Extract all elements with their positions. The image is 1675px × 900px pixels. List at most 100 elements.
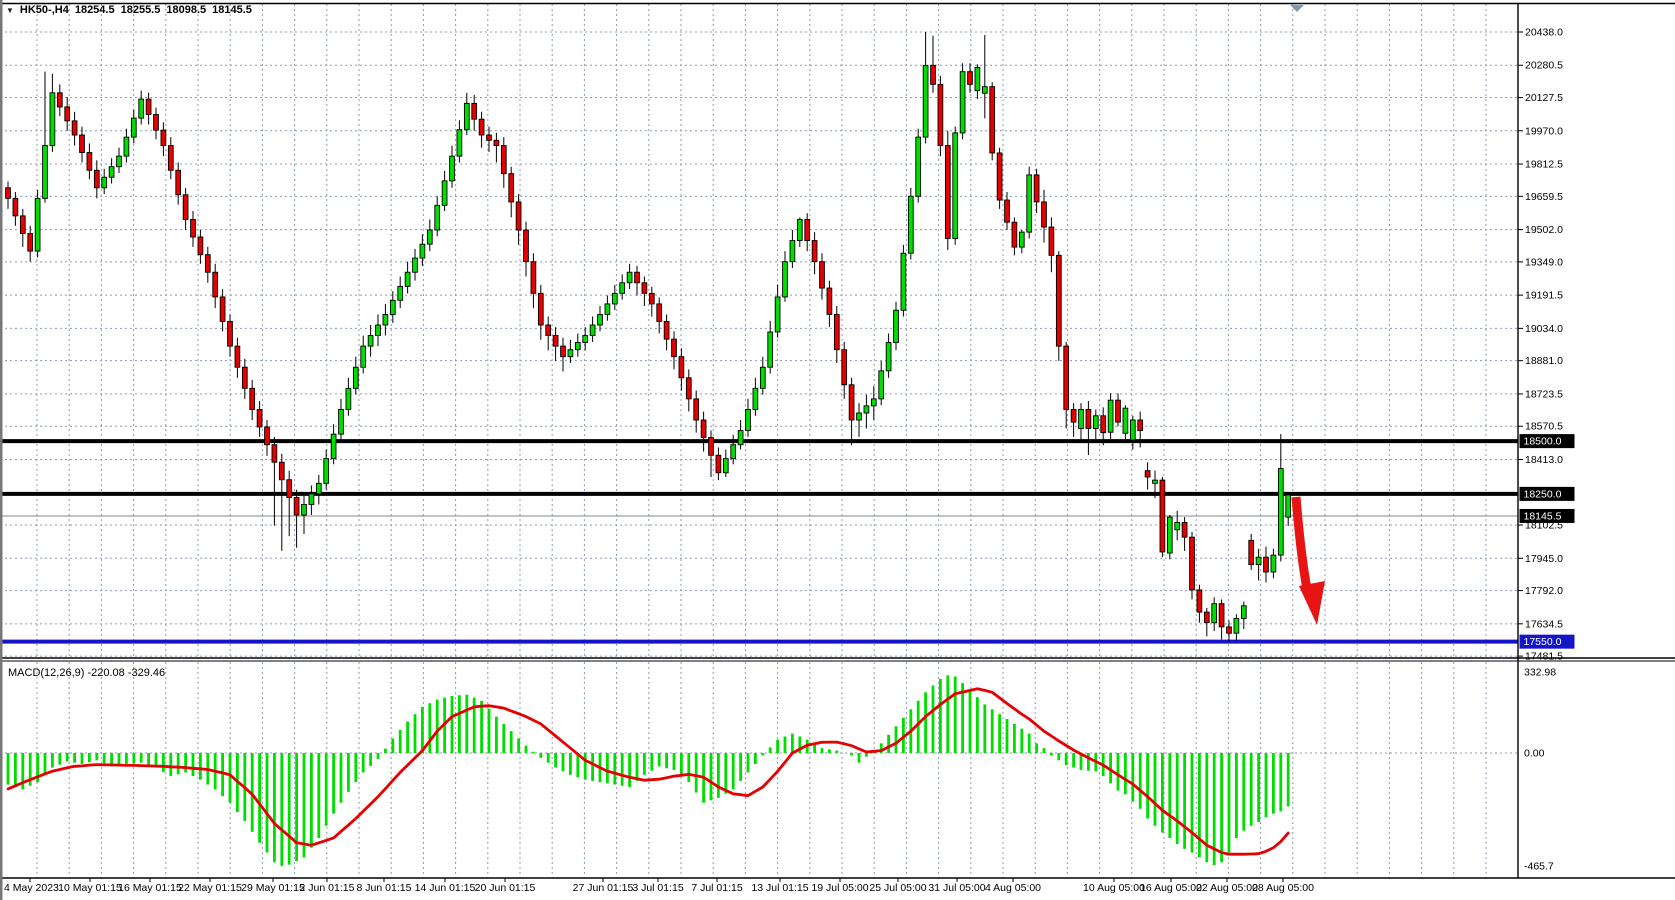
candle[interactable] (782, 261, 788, 298)
candle[interactable] (944, 145, 951, 239)
candle[interactable] (360, 345, 367, 368)
candle[interactable] (1122, 407, 1129, 434)
candle[interactable] (730, 444, 737, 460)
candle[interactable] (752, 387, 759, 410)
candle[interactable] (123, 136, 130, 157)
candle[interactable] (819, 261, 825, 289)
candle[interactable] (42, 145, 48, 199)
candle[interactable] (1218, 603, 1225, 628)
candle[interactable] (352, 366, 359, 389)
candle[interactable] (796, 219, 803, 242)
candle[interactable] (634, 271, 640, 284)
candle[interactable] (1263, 556, 1269, 573)
candle[interactable] (1203, 611, 1210, 624)
candle[interactable] (878, 370, 885, 400)
candle[interactable] (1070, 408, 1077, 423)
candle[interactable] (1085, 408, 1092, 429)
candle[interactable] (560, 345, 566, 358)
candle[interactable] (1285, 494, 1292, 518)
candle[interactable] (523, 229, 529, 263)
candle[interactable] (841, 349, 848, 386)
candle[interactable] (249, 387, 256, 410)
candle[interactable] (389, 299, 396, 315)
candle[interactable] (582, 335, 589, 343)
candle[interactable] (759, 366, 766, 389)
candle[interactable] (182, 194, 189, 220)
candle[interactable] (486, 134, 492, 141)
chart-shift-marker-icon[interactable] (1290, 5, 1304, 12)
candle[interactable] (204, 254, 211, 273)
candle[interactable] (426, 229, 433, 245)
candle[interactable] (56, 92, 63, 108)
candle[interactable] (1004, 199, 1010, 223)
candle[interactable] (1063, 345, 1070, 410)
candle[interactable] (774, 296, 781, 333)
candle[interactable] (160, 129, 167, 147)
candle[interactable] (545, 324, 552, 337)
candle[interactable] (412, 257, 418, 273)
trend-arrow-head-icon[interactable] (1299, 581, 1325, 625)
candle[interactable] (308, 493, 315, 505)
candle[interactable] (86, 152, 93, 171)
candle[interactable] (930, 64, 936, 85)
candle[interactable] (1270, 554, 1277, 573)
candle[interactable] (981, 86, 988, 94)
candle[interactable] (967, 71, 973, 85)
candle[interactable] (996, 152, 1003, 201)
candle[interactable] (212, 271, 219, 298)
candle[interactable] (604, 303, 611, 315)
candle[interactable] (278, 461, 285, 481)
candle[interactable] (145, 98, 152, 115)
candle[interactable] (1255, 556, 1262, 566)
candle[interactable] (722, 458, 729, 474)
candle[interactable] (382, 314, 389, 326)
candle[interactable] (108, 166, 115, 178)
candle[interactable] (1100, 415, 1107, 434)
candle[interactable] (508, 173, 515, 203)
candle[interactable] (463, 102, 470, 131)
candle[interactable] (863, 405, 870, 414)
candle[interactable] (907, 195, 914, 254)
candle[interactable] (611, 292, 618, 305)
candle[interactable] (419, 243, 426, 259)
candle[interactable] (708, 437, 714, 456)
candle[interactable] (1115, 399, 1121, 423)
candle[interactable] (1196, 589, 1203, 613)
candle[interactable] (256, 408, 263, 428)
candle[interactable] (893, 309, 899, 343)
candle[interactable] (93, 169, 100, 189)
candle[interactable] (101, 176, 108, 189)
candle[interactable] (922, 64, 929, 138)
candle[interactable] (397, 285, 404, 301)
candle[interactable] (286, 479, 293, 498)
candle[interactable] (1248, 539, 1255, 566)
candle[interactable] (190, 219, 196, 238)
candle[interactable] (434, 204, 441, 231)
candle[interactable] (900, 252, 907, 311)
candle[interactable] (833, 314, 840, 351)
candle[interactable] (537, 292, 544, 326)
candle[interactable] (626, 271, 633, 284)
candle[interactable] (167, 145, 174, 171)
candle[interactable] (656, 303, 663, 322)
candle[interactable] (1174, 521, 1181, 531)
candle[interactable] (671, 338, 677, 358)
candle[interactable] (685, 377, 692, 400)
candle[interactable] (175, 169, 182, 196)
candle[interactable] (1152, 479, 1158, 484)
candle[interactable] (597, 314, 603, 326)
candle[interactable] (678, 356, 685, 379)
candle[interactable] (1226, 626, 1232, 634)
candle[interactable] (1026, 174, 1033, 233)
candle[interactable] (441, 180, 448, 206)
candle[interactable] (330, 433, 337, 460)
candle[interactable] (404, 271, 411, 287)
candle[interactable] (1240, 605, 1247, 619)
candle[interactable] (641, 282, 648, 294)
candle[interactable] (1033, 174, 1040, 203)
candle[interactable] (515, 201, 522, 231)
candle[interactable] (1041, 201, 1047, 228)
candle[interactable] (589, 324, 596, 337)
candle[interactable] (567, 349, 574, 358)
